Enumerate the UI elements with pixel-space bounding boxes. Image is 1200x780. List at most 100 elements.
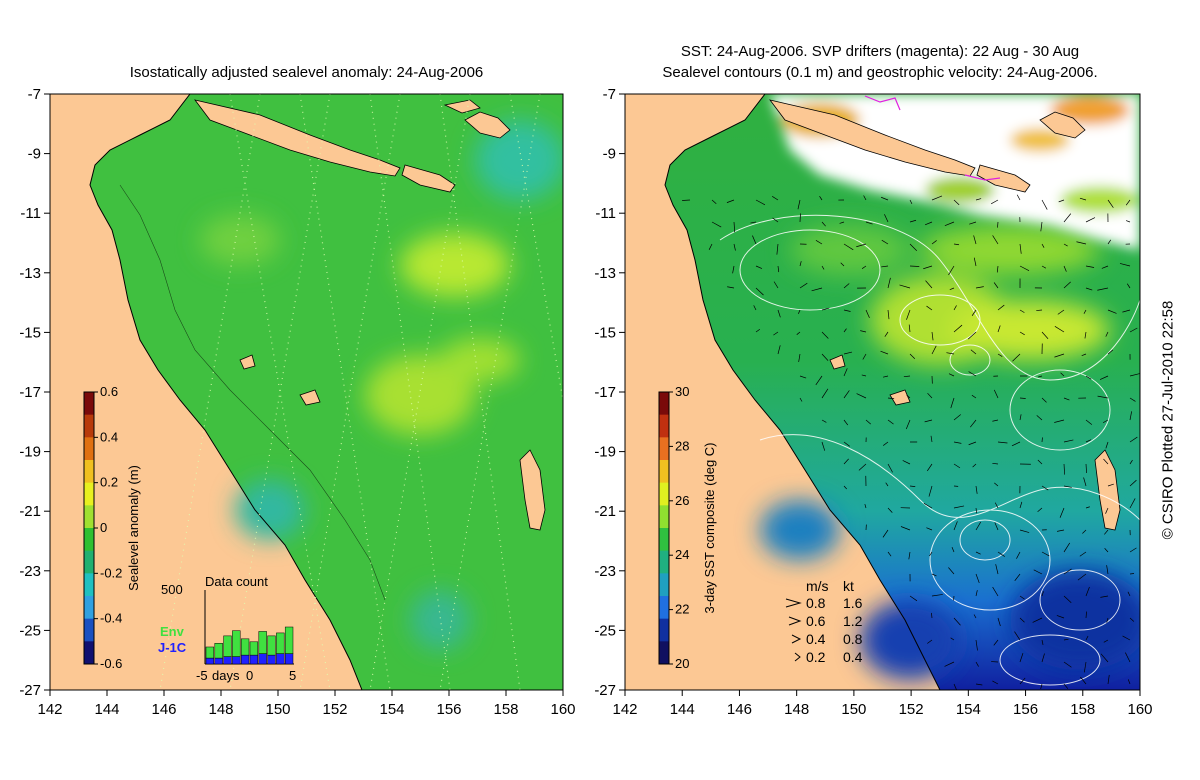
velocity-arrow	[821, 265, 825, 270]
velocity-arrow	[1019, 331, 1025, 336]
left-colorbar-swatch	[84, 482, 94, 506]
velocity-arrow	[929, 551, 933, 557]
velocity-arrow	[930, 435, 933, 443]
velocity-arrow	[931, 345, 937, 355]
velocity-arrow	[1019, 414, 1022, 421]
velocity-arrow	[909, 243, 917, 252]
velocity-arrow	[887, 551, 892, 557]
velocity-arrow	[993, 389, 999, 399]
velocity-arrow	[1012, 353, 1021, 362]
data-count-ymax: 500	[161, 582, 183, 597]
left-map-axes: 142 144 146 148 150 152 154 156 158 160 -7 -9 -11 -13…	[19, 86, 575, 718]
velocity-arrow	[815, 375, 823, 386]
velocity-arrow	[777, 265, 780, 273]
velocity-arrow	[798, 353, 801, 363]
velocity-arrow	[994, 502, 999, 509]
velocity-arrow	[1100, 595, 1109, 598]
right-map-ytick-label: -13	[594, 265, 616, 282]
velocity-arrow	[1057, 309, 1065, 315]
velocity-arrow	[1083, 661, 1087, 673]
velocity-arrow	[1085, 287, 1093, 291]
right-map-title-line2: Sealevel contours (0.1 m) and geostrophi…	[662, 64, 1098, 81]
velocity-legend-ms: 0.2	[806, 649, 826, 665]
left-colorbar-gradient	[83, 391, 95, 665]
left-map-satellite-tracks	[159, 94, 563, 690]
velocity-arrow	[927, 639, 933, 644]
left-colorbar-ticks: 0.6 0.4 0.2 0 -0.2 -0.4 -0.6	[94, 384, 122, 671]
velocity-arrow	[1104, 529, 1109, 535]
velocity-arrow	[796, 331, 801, 335]
velocity-arrow	[821, 221, 826, 227]
velocity-arrow	[997, 353, 1003, 357]
velocity-arrow	[887, 309, 890, 320]
data-count-bar-env	[223, 635, 232, 657]
velocity-arrow	[925, 280, 933, 289]
velocity-arrow	[861, 265, 867, 270]
right-map	[625, 94, 1140, 690]
velocity-arrow	[975, 639, 978, 651]
velocity-arrow	[1081, 353, 1087, 356]
velocity-arrow	[727, 286, 735, 289]
velocity-arrow	[1100, 653, 1109, 663]
velocity-arrow	[1011, 441, 1021, 447]
data-count-bar-env	[267, 635, 276, 656]
velocity-arrow	[1085, 611, 1087, 619]
velocity-arrow	[755, 328, 761, 333]
velocity-arrow	[772, 217, 779, 223]
velocity-arrow	[1063, 243, 1068, 247]
velocity-arrow	[1063, 542, 1071, 553]
velocity-arrow	[1041, 485, 1049, 491]
velocity-arrow	[931, 612, 933, 619]
velocity-arrow	[839, 221, 845, 224]
data-count-bar-j1c	[249, 654, 259, 665]
velocity-arrow	[900, 526, 911, 531]
left-colorbar-tick-label: 0.6	[100, 384, 118, 399]
velocity-arrow	[1079, 197, 1087, 201]
left-map-xtick-label: 156	[436, 701, 461, 718]
velocity-arrow	[840, 262, 845, 267]
right-map-islands	[769, 99, 1121, 531]
left-colorbar-tick-label: -0.6	[100, 656, 122, 671]
velocity-arrow	[975, 286, 984, 289]
left-map-ytick-label: -11	[20, 205, 41, 222]
right-colorbar-swatch	[659, 550, 669, 574]
left-colorbar-tick-label: -0.2	[100, 565, 122, 580]
velocity-arrow	[1107, 349, 1114, 355]
right-colorbar-swatch	[659, 392, 669, 416]
velocity-arrow	[843, 328, 847, 333]
velocity-arrow	[843, 283, 850, 289]
velocity-arrow	[1016, 551, 1021, 559]
left-colorbar-swatch	[84, 618, 94, 642]
velocity-arrow	[1016, 194, 1021, 201]
left-map-ytick-label: -19	[19, 444, 41, 461]
velocity-arrow	[863, 195, 867, 201]
velocity-arrow	[931, 195, 943, 201]
velocity-arrow	[1019, 265, 1030, 272]
velocity-arrow	[726, 199, 735, 203]
velocity-arrow	[993, 639, 999, 646]
right-map-xtick-label: 152	[899, 701, 924, 718]
velocity-arrow	[1085, 375, 1092, 380]
right-colorbar-swatch	[659, 641, 669, 665]
left-map-ytick-label: -7	[28, 86, 41, 103]
velocity-arrow	[899, 284, 911, 289]
velocity-arrow	[1103, 639, 1109, 643]
right-map-ytick-label: -15	[594, 324, 616, 341]
velocity-arrow	[1129, 373, 1140, 377]
right-colorbar-swatch	[659, 573, 669, 597]
data-count-xtick-0: 0	[246, 668, 253, 683]
velocity-arrow	[953, 243, 960, 246]
velocity-arrow	[1063, 463, 1065, 475]
velocity-arrow	[882, 529, 889, 538]
velocity-arrow	[1037, 507, 1043, 512]
velocity-arrow	[1063, 683, 1069, 689]
velocity-arrow	[1019, 243, 1022, 254]
velocity-arrow	[908, 551, 911, 560]
velocity-arrow	[1063, 213, 1072, 223]
left-map-ytick-label: -27	[19, 682, 41, 699]
velocity-arrow	[1107, 674, 1110, 685]
velocity-legend-kt: 1.2	[843, 613, 863, 629]
velocity-arrow	[926, 305, 933, 311]
velocity-arrow	[711, 199, 717, 205]
velocity-arrow	[755, 287, 764, 296]
